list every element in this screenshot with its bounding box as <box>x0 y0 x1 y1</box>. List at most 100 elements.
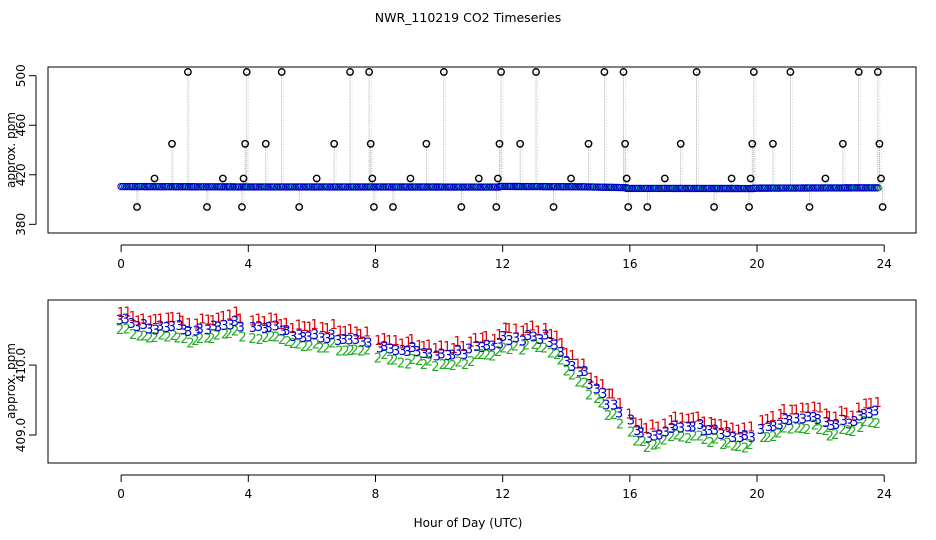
series-2-point: 2 <box>741 442 749 457</box>
series-1-point: 1 <box>356 328 364 343</box>
series-2-point: 2 <box>787 423 795 438</box>
series-1-point: 1 <box>478 332 486 347</box>
series-3-point: 3 <box>386 342 394 357</box>
series-3-point: 3 <box>448 349 456 364</box>
outlier-point <box>727 174 736 183</box>
series-1-point: 1 <box>179 314 187 329</box>
series-2-point: 2 <box>151 331 159 346</box>
series-3-point: 3 <box>717 428 725 443</box>
series-2-point: 2 <box>390 353 398 368</box>
series-1-point: 1 <box>776 408 784 423</box>
series-3-point: 3 <box>175 319 183 334</box>
series-2-point: 2 <box>374 352 382 367</box>
series-2-point: 2 <box>815 423 823 438</box>
series-2-point: 2 <box>506 343 514 358</box>
outlier-point <box>133 203 141 211</box>
series-1-point: 1 <box>318 321 326 336</box>
x-tick-label: 16 <box>622 257 637 271</box>
series-1-point: 1 <box>625 407 633 422</box>
series-3-point: 3 <box>792 412 800 427</box>
series-3-point: 3 <box>249 321 257 336</box>
series-2-point: 2 <box>530 338 538 353</box>
series-1-point: 1 <box>661 418 669 433</box>
bottom-x-axis: 0 4 8 12 16 20 24 <box>117 474 892 501</box>
series-2-point: 2 <box>574 375 582 390</box>
series-1-point: 1 <box>553 330 561 345</box>
outlier-point <box>838 139 847 148</box>
series-2-point: 2 <box>769 430 777 445</box>
x-tick-label: 12 <box>495 487 510 501</box>
outlier-point <box>660 174 669 183</box>
series-1-point: 1 <box>605 388 613 403</box>
series-3-point: 3 <box>776 418 784 433</box>
series-3-point: 3 <box>460 348 468 363</box>
series-3-point: 3 <box>231 315 239 330</box>
series-1-point: 1 <box>392 334 400 349</box>
series-1-point: 1 <box>568 349 576 364</box>
series-3-point: 3 <box>156 320 164 335</box>
outlier-point <box>261 139 270 148</box>
series-1-point: 1 <box>260 315 268 330</box>
series-1-point: 1 <box>254 313 262 328</box>
series-2-point: 2 <box>632 435 640 450</box>
series-1-point: 1 <box>502 321 510 336</box>
series-1-point: 1 <box>232 306 240 321</box>
series-3-point: 3 <box>317 332 325 347</box>
series-2-point: 2 <box>136 330 144 345</box>
bottom-y-axis-label: approx. ppm <box>4 343 18 419</box>
top-panel: 0 4 8 12 16 20 24 380 420 460 500 approx. ppm <box>4 64 917 271</box>
series-2-point: 2 <box>654 437 662 452</box>
series-2-point: 2 <box>278 333 286 348</box>
outlier-point <box>821 174 830 183</box>
series-2-point: 2 <box>272 330 280 345</box>
series-1-point: 1 <box>214 311 222 326</box>
series-3-point: 3 <box>413 345 421 360</box>
series-1-point: 1 <box>288 322 296 337</box>
series-3-point: 3 <box>279 325 287 340</box>
series-3-point: 3 <box>736 431 744 446</box>
series-1-point: 1 <box>717 418 725 433</box>
series-2-point: 2 <box>461 358 469 373</box>
series-1-point: 1 <box>175 311 183 326</box>
outlier-point <box>422 139 431 148</box>
outlier-point <box>769 139 777 148</box>
series-3-point: 3 <box>505 334 513 349</box>
series-2-point: 2 <box>380 348 388 363</box>
series-1-point: 1 <box>374 334 382 349</box>
series-3-point: 3 <box>196 323 204 338</box>
x-tick-label: 8 <box>372 257 380 271</box>
series-1-point: 1 <box>431 342 439 357</box>
outlier-point <box>241 139 250 148</box>
x-tick-label: 0 <box>117 487 125 501</box>
outlier-point <box>786 68 795 76</box>
series-2-point: 2 <box>547 347 555 362</box>
top-x-axis: 0 4 8 12 16 20 24 <box>117 244 892 271</box>
series-3-point: 3 <box>568 360 576 375</box>
outlier-point <box>330 139 339 148</box>
series-2-point: 2 <box>779 421 787 436</box>
outlier-point <box>692 68 701 76</box>
series-2-point: 2 <box>180 332 188 347</box>
series-2-point: 2 <box>610 408 618 423</box>
series-3-point: 3 <box>237 320 245 335</box>
series-3-point: 3 <box>226 318 234 333</box>
series-2-point: 2 <box>122 322 130 337</box>
series-1-point: 1 <box>380 332 388 347</box>
series-1-point: 1 <box>495 328 503 343</box>
series-1-point: 1 <box>792 403 800 418</box>
series-2-point: 2 <box>826 429 834 444</box>
series-1-point: 1 <box>579 358 587 373</box>
series-2-point: 2 <box>848 425 856 440</box>
top-y-axis: 380 420 460 500 <box>14 64 37 236</box>
series-3-point: 3 <box>334 334 342 349</box>
series-3-point: 3 <box>499 330 507 345</box>
series-1-point: 1 <box>547 328 555 343</box>
series-1-point: 1 <box>654 421 662 436</box>
series-2-point: 2 <box>803 423 811 438</box>
x-tick-label: 4 <box>244 487 252 501</box>
series-2-point: 2 <box>158 328 166 343</box>
outlier-point <box>495 139 504 148</box>
series-3-point: 3 <box>168 320 176 335</box>
series-3-point: 3 <box>180 323 188 338</box>
outlier-point <box>745 203 753 211</box>
